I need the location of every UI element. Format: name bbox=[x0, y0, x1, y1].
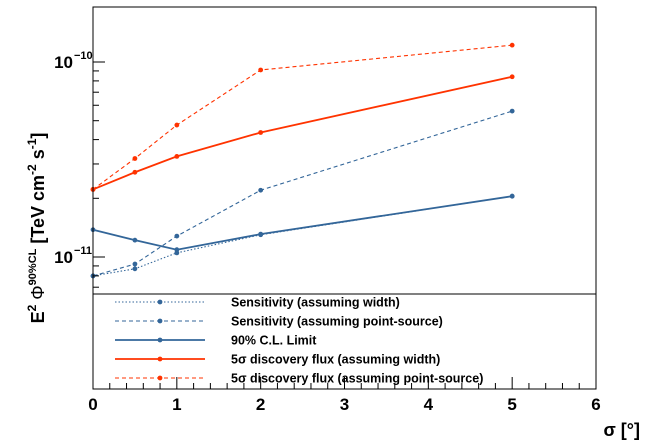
data-point bbox=[132, 156, 138, 161]
legend-marker bbox=[157, 375, 163, 381]
legend: Sensitivity (assuming width) Sensitivity … bbox=[93, 293, 596, 386]
legend-entry: 90% C.L. Limit bbox=[231, 334, 317, 348]
data-point bbox=[509, 193, 515, 199]
data-point bbox=[132, 261, 138, 267]
x-tick-label: 3 bbox=[340, 395, 349, 414]
y-label-s-sup: -1 bbox=[25, 138, 39, 149]
legend-entry: Sensitivity (assuming point-source) bbox=[231, 315, 443, 329]
y-tick-label: 10 bbox=[54, 53, 73, 72]
series-line-5 bbox=[92, 44, 513, 190]
y-label-prefix-sup: 2 bbox=[25, 304, 39, 311]
data-point bbox=[509, 108, 515, 114]
y-label-units: [TeV cm bbox=[28, 175, 48, 244]
y-label-close: ] bbox=[28, 133, 48, 139]
series-line-1 bbox=[92, 195, 513, 277]
data-point bbox=[132, 237, 138, 243]
data-point bbox=[174, 233, 180, 239]
y-label-prefix: E bbox=[28, 311, 48, 323]
legend-marker bbox=[157, 318, 163, 324]
y-label-s: s bbox=[28, 149, 48, 164]
x-tick-label: 0 bbox=[88, 395, 97, 414]
series-line-3 bbox=[92, 195, 513, 251]
data-point bbox=[258, 67, 264, 73]
x-tick-label: 6 bbox=[591, 395, 600, 414]
data-point bbox=[174, 122, 180, 128]
data-point bbox=[258, 231, 264, 237]
axis-labels: σ [°] E2 Φ90%CL [TeV cm-2 s-1] bbox=[25, 133, 640, 440]
y-label-cm-sup: -2 bbox=[25, 164, 39, 175]
data-point bbox=[509, 74, 515, 80]
plot-frame bbox=[92, 6, 597, 390]
y-label-phi-sup: 90%CL bbox=[27, 248, 39, 285]
data-point bbox=[174, 154, 180, 159]
y-tick-exponent: −11 bbox=[74, 245, 92, 257]
x-tick-label: 1 bbox=[172, 395, 181, 414]
x-tick-label: 4 bbox=[424, 395, 434, 414]
data-point bbox=[258, 130, 264, 135]
data-point bbox=[174, 247, 180, 253]
legend-marker bbox=[157, 299, 163, 305]
x-tick-label: 2 bbox=[256, 395, 265, 414]
series-line-2 bbox=[92, 110, 513, 277]
legend-entry: Sensitivity (assuming width) bbox=[231, 296, 400, 310]
y-axis-label: E2 Φ90%CL [TeV cm-2 s-1] bbox=[25, 133, 48, 324]
data-point bbox=[509, 42, 515, 48]
data-point bbox=[132, 266, 138, 272]
legend-marker bbox=[157, 337, 163, 343]
data-point bbox=[258, 187, 264, 193]
y-tick-label: 10 bbox=[54, 248, 73, 267]
x-tick-label: 5 bbox=[507, 395, 516, 414]
y-tick-exponent: −10 bbox=[74, 50, 93, 62]
y-label-phi: Φ bbox=[28, 285, 48, 299]
series-line-4 bbox=[92, 75, 513, 191]
legend-entry: 5σ discovery flux (assuming point-source… bbox=[231, 372, 483, 386]
data-point bbox=[132, 169, 138, 175]
legend-entry: 5σ discovery flux (assuming width) bbox=[231, 353, 440, 367]
x-axis-label: σ [°] bbox=[603, 420, 640, 440]
series-layer bbox=[90, 42, 515, 279]
legend-marker bbox=[157, 356, 163, 362]
